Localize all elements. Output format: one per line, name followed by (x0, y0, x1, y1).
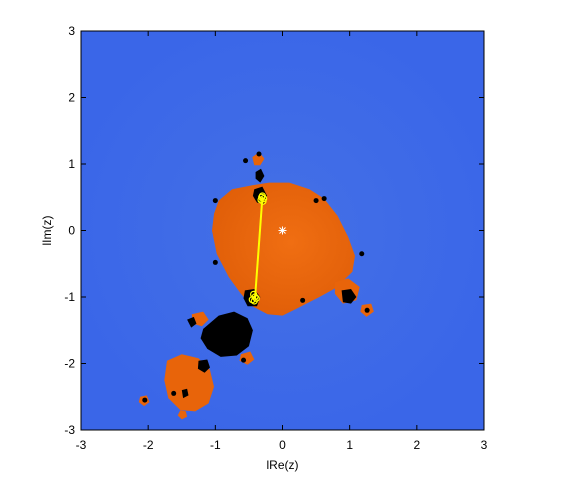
center-marker-stroke (279, 227, 286, 234)
center-marker (278, 226, 287, 235)
attractor-point (250, 297, 258, 305)
basin-spike-top (252, 152, 265, 166)
x-tick-label: -3 (76, 438, 87, 452)
black-small-node (212, 198, 218, 204)
y-tick-label: 2 (68, 91, 75, 105)
basin-bottom-tip (177, 410, 188, 420)
y-axis-ticks: -3 -2 -1 0 1 2 3 (64, 24, 484, 437)
y-tick-label: 3 (68, 24, 75, 38)
attractor-point (259, 197, 267, 205)
black-small-node (142, 397, 148, 403)
black-lower-node (197, 359, 210, 373)
x-tick-label: -1 (210, 438, 221, 452)
black-top-bulb (255, 168, 265, 183)
x-tick-label: 1 (346, 438, 353, 452)
black-small-node (212, 259, 218, 265)
y-tick-label: -1 (64, 290, 75, 304)
x-tick-label: 0 (279, 438, 286, 452)
x-tick-label: 2 (413, 438, 420, 452)
black-right-node (341, 289, 357, 304)
black-small-node (313, 198, 319, 204)
black-main-bulb (200, 311, 253, 357)
x-tick-label: -2 (143, 438, 154, 452)
basin-main (212, 182, 355, 316)
y-tick-label: 0 (68, 224, 75, 238)
black-small-node (300, 297, 306, 303)
attractor-point (258, 193, 266, 201)
black-lower-left-node (181, 388, 189, 399)
y-tick-label: -2 (64, 357, 75, 371)
black-small-node (359, 251, 365, 257)
black-small-node (321, 196, 327, 202)
black-small-node (243, 158, 249, 164)
y-axis-label: lIm(z) (40, 216, 54, 246)
y-tick-label: -3 (64, 423, 75, 437)
x-axis-ticks: -3 -2 -1 0 1 2 3 (76, 31, 488, 452)
black-left-node (187, 316, 197, 328)
black-small-node (256, 151, 262, 157)
y-tick-label: 1 (68, 157, 75, 171)
plot-area (81, 31, 484, 430)
x-tick-label: 3 (481, 438, 488, 452)
black-small-node (364, 307, 370, 313)
orbit-layer (248, 192, 287, 305)
black-small-node (171, 390, 177, 396)
x-axis-label: lRe(z) (267, 458, 299, 472)
orbit-line (253, 197, 264, 300)
black-small-node (241, 357, 247, 363)
